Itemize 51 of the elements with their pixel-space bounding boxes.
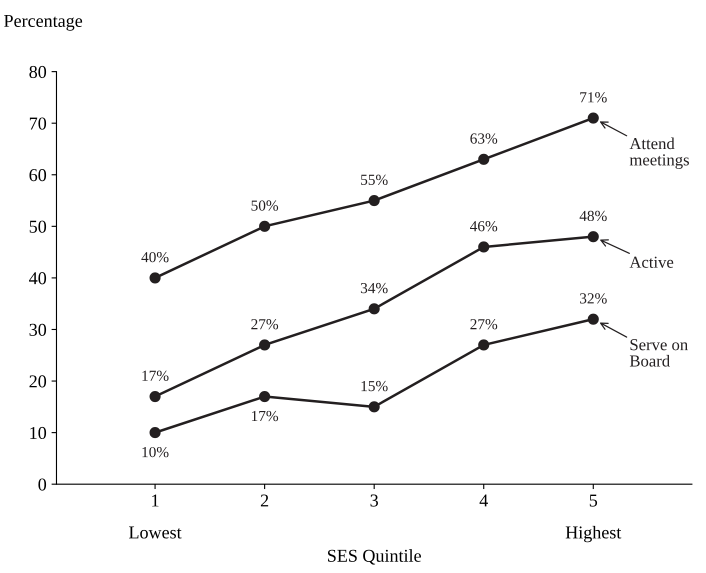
point <box>478 154 490 165</box>
point <box>150 427 161 438</box>
legend-label: Active <box>630 256 674 268</box>
point <box>259 390 270 402</box>
data-label: 10% <box>142 446 169 458</box>
point <box>150 390 161 402</box>
x-tick-label: 4 <box>480 494 488 506</box>
data-label: 50% <box>252 200 278 211</box>
point <box>478 339 490 350</box>
point <box>588 231 599 242</box>
y-tick-label: 10 <box>30 426 46 440</box>
x-tick-label: 3 <box>370 494 378 507</box>
data-label: 40% <box>141 252 169 262</box>
data-label: 48% <box>580 210 607 222</box>
point <box>368 303 380 314</box>
data-label: 15% <box>362 380 388 392</box>
point <box>259 220 270 232</box>
y-axis-title: Percentage <box>4 14 82 31</box>
data-label: 27% <box>470 319 498 330</box>
point <box>368 194 380 206</box>
y-tick-label: 20 <box>29 375 46 388</box>
data-label: 17% <box>142 370 169 381</box>
point <box>588 314 599 325</box>
data-label: 63% <box>470 133 498 144</box>
y-tick-label: 40 <box>29 272 46 284</box>
point <box>478 241 490 253</box>
text: Highest <box>566 526 622 542</box>
legend-label: Serve on Board <box>630 339 688 367</box>
data-label: 32% <box>580 293 607 304</box>
data-label: 71% <box>580 92 607 102</box>
data-label: 34% <box>360 282 388 294</box>
data-label: 55% <box>361 174 388 185</box>
x-tick-label: 1 <box>152 494 159 506</box>
y-tick-label: 0 <box>38 478 46 491</box>
y-tick-label: 60 <box>29 169 46 182</box>
point <box>588 112 599 124</box>
point <box>150 272 161 284</box>
x-tick-label: 2 <box>260 494 268 506</box>
y-tick-label: 70 <box>30 117 46 130</box>
point <box>368 401 380 412</box>
legend-label: Attend meetings <box>630 137 689 169</box>
data-label: 46% <box>470 221 498 232</box>
x-tick-label: 5 <box>590 494 598 507</box>
data-label: 27% <box>251 319 278 330</box>
y-tick-label: 80 <box>29 66 46 78</box>
y-tick-label: 50 <box>30 220 46 233</box>
point <box>259 339 270 350</box>
x-axis-title: SES Quintile <box>328 549 421 565</box>
y-tick-label: 30 <box>30 324 46 336</box>
data-label: 17% <box>252 410 278 422</box>
text: Lowest <box>129 526 182 539</box>
